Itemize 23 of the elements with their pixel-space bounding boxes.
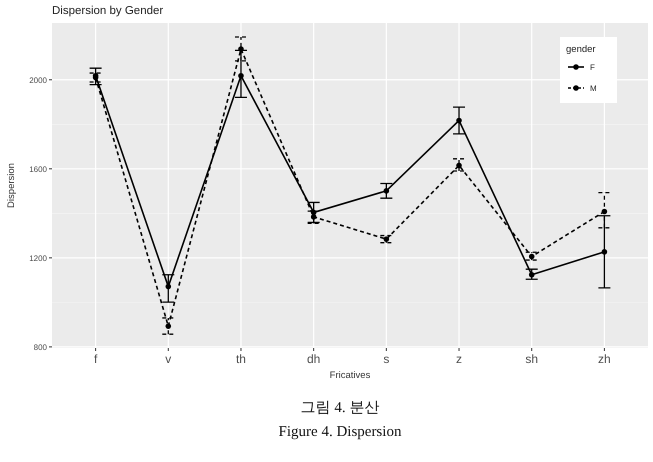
x-tick-label: th <box>236 352 246 366</box>
legend-label: M <box>590 84 597 93</box>
y-tick-label: 2000 <box>29 76 48 85</box>
x-tick-label: s <box>383 352 390 366</box>
y-tick-label: 800 <box>34 342 48 352</box>
caption: Figure 4. Dispersion <box>278 424 402 440</box>
x-tick-label: f <box>94 352 98 366</box>
x-tick-label: v <box>165 352 172 366</box>
x-axis-title: Fricatives <box>330 370 371 381</box>
x-tick-label: sh <box>525 352 538 366</box>
y-tick-label: 1600 <box>29 164 48 174</box>
caption: 그림 4. 분산 <box>300 400 380 416</box>
point <box>165 284 172 290</box>
point <box>456 118 462 124</box>
legend-title: gender <box>566 44 596 55</box>
point <box>602 249 608 255</box>
x-tick-label: zh <box>598 352 611 366</box>
x-tick-label: z <box>456 352 462 366</box>
y-tick-label: 1200 <box>29 254 48 263</box>
chart-title: Dispersion by Gender <box>52 5 164 17</box>
y-axis-title: Dispersion <box>6 163 17 208</box>
legend-label: F <box>590 63 595 72</box>
x-tick-label: dh <box>306 352 320 366</box>
